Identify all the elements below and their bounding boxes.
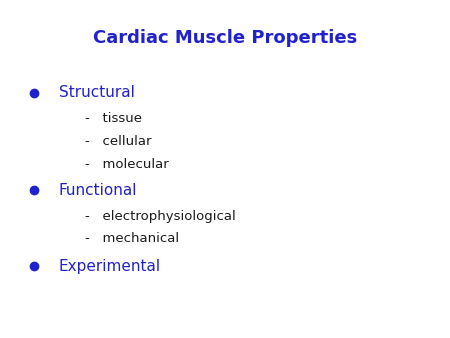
Text: Experimental: Experimental: [58, 259, 161, 274]
Text: Structural: Structural: [58, 85, 135, 100]
Text: -   molecular: - molecular: [85, 158, 168, 171]
Text: -   cellular: - cellular: [85, 135, 151, 148]
Text: -   tissue: - tissue: [85, 112, 142, 125]
Text: Cardiac Muscle Properties: Cardiac Muscle Properties: [93, 29, 357, 47]
Text: -   electrophysiological: - electrophysiological: [85, 210, 235, 222]
Text: -   mechanical: - mechanical: [85, 232, 179, 245]
Text: Functional: Functional: [58, 183, 137, 198]
